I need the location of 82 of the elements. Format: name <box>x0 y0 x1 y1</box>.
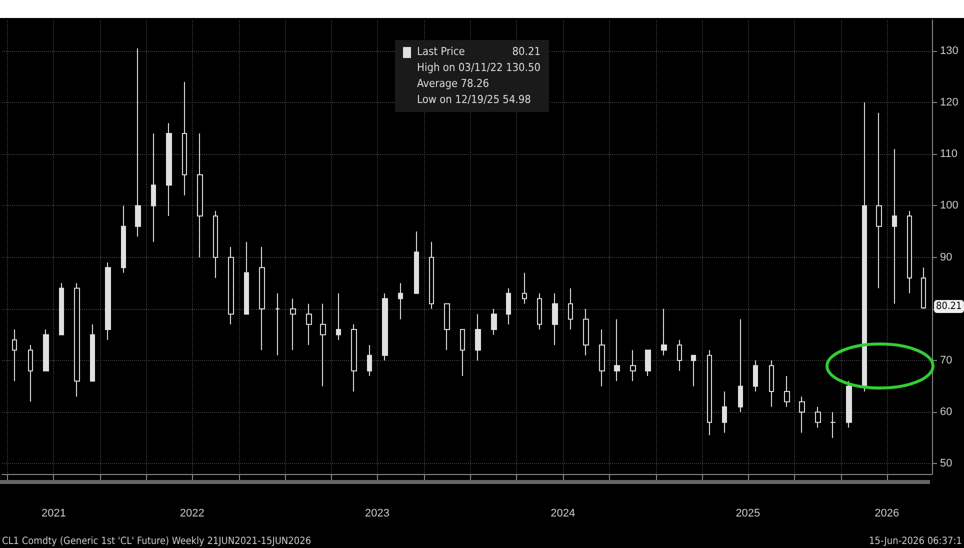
candlestick <box>846 380 852 428</box>
candlestick <box>320 303 326 387</box>
candlestick <box>444 303 450 351</box>
annotation: 80.21 <box>934 300 964 313</box>
candlestick <box>599 329 605 387</box>
candlestick <box>876 112 882 289</box>
candlestick <box>398 282 403 320</box>
candlestick <box>151 133 156 242</box>
candlestick <box>59 282 64 336</box>
candlestick <box>677 339 682 372</box>
candlestick <box>614 318 620 382</box>
annotation: High on 03/11/22 130.50 <box>417 60 541 76</box>
candlestick <box>892 148 897 304</box>
candlestick <box>182 81 187 196</box>
x-tick-label: 2021 <box>41 508 66 520</box>
candlestick <box>351 324 357 392</box>
candlestick <box>290 298 296 351</box>
candlestick <box>522 272 527 304</box>
candlestick <box>135 48 141 238</box>
candlestick <box>583 308 589 356</box>
candlestick <box>166 122 172 217</box>
candlestick <box>74 282 80 398</box>
candlestick <box>12 329 17 382</box>
candlestick <box>460 329 465 376</box>
candlestick <box>414 231 419 294</box>
candlestick <box>105 262 111 340</box>
candlestick <box>43 329 49 372</box>
candlestick <box>306 303 312 346</box>
candlestick <box>90 324 95 382</box>
candlestick <box>28 344 33 402</box>
candlestick <box>552 292 558 346</box>
x-tick-label: 2022 <box>180 508 204 520</box>
candlestick <box>197 133 203 258</box>
candlestick <box>259 246 265 351</box>
x-tick-label: 2025 <box>736 508 760 520</box>
candlestick <box>921 267 926 310</box>
candlestick <box>367 344 372 376</box>
x-tick-label: 2026 <box>874 508 900 520</box>
candlestick <box>738 318 743 413</box>
candlestick <box>645 350 651 376</box>
candlestick <box>769 360 774 408</box>
candlestick <box>336 292 341 340</box>
candlestick <box>862 102 867 392</box>
candlestick <box>691 354 696 387</box>
candlestick <box>506 288 511 325</box>
y-tick-label: 120 <box>940 96 958 109</box>
candlestick <box>213 210 218 278</box>
candlestick <box>815 406 821 428</box>
candlestick <box>275 292 280 356</box>
annotation: 80.21 <box>511 44 541 60</box>
candlestick <box>429 241 434 310</box>
text: 15-Jun-2026 06:37:1 <box>869 536 962 547</box>
candlestick <box>568 288 573 330</box>
y-tick-label: 50 <box>940 458 952 470</box>
candlestick <box>121 205 126 274</box>
candlestick <box>475 314 481 361</box>
annotation: Low on 12/19/25 54.98 <box>417 92 531 108</box>
candlestick <box>661 308 667 356</box>
y-tick-label: 90 <box>940 251 952 264</box>
text: CL1 Comdty (Generic 1st 'CL' Future) Weekly 21JUN2021-15JUN2026 <box>2 536 312 547</box>
candlestick <box>244 241 249 315</box>
candlestick <box>491 308 497 336</box>
x-tick-label: 2023 <box>365 508 390 520</box>
candlestick <box>830 412 836 438</box>
y-tick-label: 60 <box>940 406 952 418</box>
legend-label: Last Price <box>417 44 465 60</box>
candlestick <box>707 350 712 436</box>
annotation: Average 78.26 <box>417 76 490 92</box>
y-tick-label: 110 <box>940 148 958 160</box>
candlestick <box>907 210 912 294</box>
x-tick-label: 2024 <box>550 508 576 520</box>
y-tick-label: 130 <box>940 44 958 57</box>
candlestick <box>228 246 234 325</box>
candlestick <box>382 292 388 361</box>
candlestick <box>753 360 758 392</box>
candlestick <box>784 375 790 408</box>
candlestick <box>799 396 805 434</box>
y-tick-label: 70 <box>940 354 952 366</box>
candlestick <box>722 390 727 434</box>
candlestick <box>537 292 542 330</box>
candlestick <box>630 350 636 382</box>
y-tick-label: 100 <box>940 200 958 212</box>
